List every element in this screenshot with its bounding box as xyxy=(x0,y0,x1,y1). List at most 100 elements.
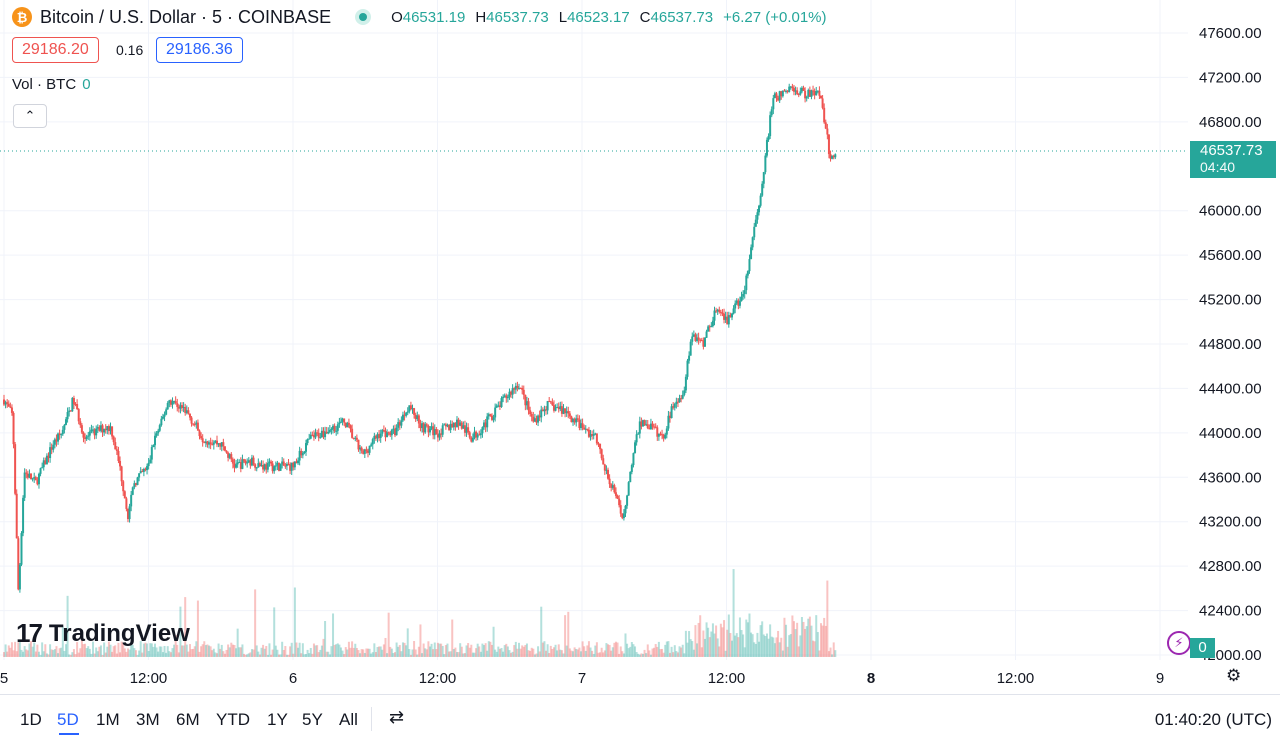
volume-bar xyxy=(333,644,336,657)
range-3m-button[interactable]: 3M xyxy=(136,710,160,729)
volume-tag: 0 xyxy=(1190,638,1215,658)
y-tick-label: 46800.00 xyxy=(1199,114,1262,131)
candle-body xyxy=(330,429,333,431)
market-status-icon[interactable] xyxy=(355,9,372,25)
volume-bar xyxy=(157,651,160,657)
candle-body xyxy=(104,428,107,431)
range-1d-button[interactable]: 1D xyxy=(20,710,42,729)
volume-bar xyxy=(354,643,357,657)
volume-bar xyxy=(146,643,149,657)
candle-body xyxy=(500,398,503,407)
candle-body xyxy=(510,391,513,395)
range-5y-button[interactable]: 5Y xyxy=(302,710,323,729)
volume-bar xyxy=(532,648,535,657)
volume-bar xyxy=(510,652,513,657)
price-chart[interactable]: 42000.0042400.0042800.0043200.0043600.00… xyxy=(0,0,1280,695)
volume-bar xyxy=(231,644,234,657)
symbol-title[interactable]: Bitcoin / U.S. Dollar · 5 · COINBASE xyxy=(40,6,332,27)
collapse-legend-button[interactable]: ⌃ xyxy=(13,104,47,128)
range-1m-button[interactable]: 1M xyxy=(96,710,120,729)
volume-bar xyxy=(500,647,503,657)
candle-body xyxy=(710,326,713,328)
candle-body xyxy=(463,425,466,433)
candle-body xyxy=(320,430,323,438)
volume-bar xyxy=(689,639,692,657)
buy-button[interactable]: 29186.36 xyxy=(156,37,243,63)
candle-body xyxy=(724,316,727,320)
candle-body xyxy=(689,341,692,356)
volume-bar xyxy=(478,646,481,657)
candle-body xyxy=(63,424,66,430)
tradingview-logo[interactable]: 17 TradingView xyxy=(16,618,190,649)
volume-bar xyxy=(581,641,584,657)
volume-bar xyxy=(76,642,79,657)
candle-body xyxy=(532,416,535,422)
volume-bar xyxy=(715,625,718,657)
settings-icon[interactable]: ⚙ xyxy=(1226,666,1242,685)
volume-bar xyxy=(319,649,322,657)
candle-body xyxy=(456,419,459,427)
y-tick-label: 44000.00 xyxy=(1199,425,1262,442)
candle-body xyxy=(139,471,142,474)
date-range-icon[interactable]: ⇄ xyxy=(389,707,405,727)
candle-body xyxy=(726,316,729,325)
flash-icon[interactable]: ⚡ xyxy=(1167,631,1191,655)
candle-body xyxy=(761,183,764,196)
range-6m-button[interactable]: 6M xyxy=(176,710,200,729)
candle-body xyxy=(451,423,454,428)
candle-body xyxy=(721,312,724,314)
volume-bar xyxy=(670,646,673,657)
candle-body xyxy=(753,226,756,238)
candle-body xyxy=(351,428,354,438)
candle-body xyxy=(246,462,249,464)
volume-bar xyxy=(109,644,112,657)
candle-body xyxy=(260,465,263,467)
volume-bar xyxy=(433,642,436,657)
candle-body xyxy=(637,433,640,435)
volume-bar xyxy=(812,640,815,657)
candle-body xyxy=(691,336,694,342)
range-ytd-button[interactable]: YTD xyxy=(216,710,250,729)
candle-body xyxy=(780,91,783,97)
volume-bar xyxy=(41,642,44,657)
candle-body xyxy=(743,290,746,295)
candle-body xyxy=(281,461,284,465)
candle-body xyxy=(382,429,385,431)
volume-bar xyxy=(379,646,382,657)
candle-body xyxy=(831,155,834,159)
range-all-button[interactable]: All xyxy=(339,710,358,729)
candle-body xyxy=(357,439,360,450)
volume-bar xyxy=(360,649,363,657)
volume-bar xyxy=(413,641,416,657)
volume-bar xyxy=(389,646,392,657)
sell-button[interactable]: 29186.20 xyxy=(12,37,99,63)
candle-body xyxy=(541,409,544,412)
candle-body xyxy=(150,447,153,460)
candle-body xyxy=(88,431,91,436)
utc-clock[interactable]: 01:40:20 (UTC) xyxy=(1154,710,1272,729)
range-5d-button[interactable]: 5D xyxy=(57,710,79,729)
volume-bar xyxy=(349,647,352,657)
volume-bar xyxy=(308,653,311,657)
candle-body xyxy=(629,471,632,483)
candle-body xyxy=(697,337,700,340)
candle-body xyxy=(262,465,265,470)
volume-bar xyxy=(166,646,169,657)
volume-bar xyxy=(495,651,498,657)
range-1y-button[interactable]: 1Y xyxy=(267,710,288,729)
candle-body xyxy=(632,453,635,466)
volume-bar xyxy=(643,649,646,657)
volume-bar xyxy=(578,647,581,657)
candle-body xyxy=(807,90,810,97)
volume-bar xyxy=(681,644,684,657)
candle-body xyxy=(142,468,145,472)
volume-bar xyxy=(142,643,145,657)
volume-bar xyxy=(20,649,23,657)
volume-bar xyxy=(33,642,36,657)
volume-bar xyxy=(171,648,174,657)
volume-bar xyxy=(632,644,635,657)
candle-body xyxy=(273,466,276,472)
candle-body xyxy=(494,407,497,418)
candle-body xyxy=(737,300,740,306)
volume-bar xyxy=(208,645,211,657)
